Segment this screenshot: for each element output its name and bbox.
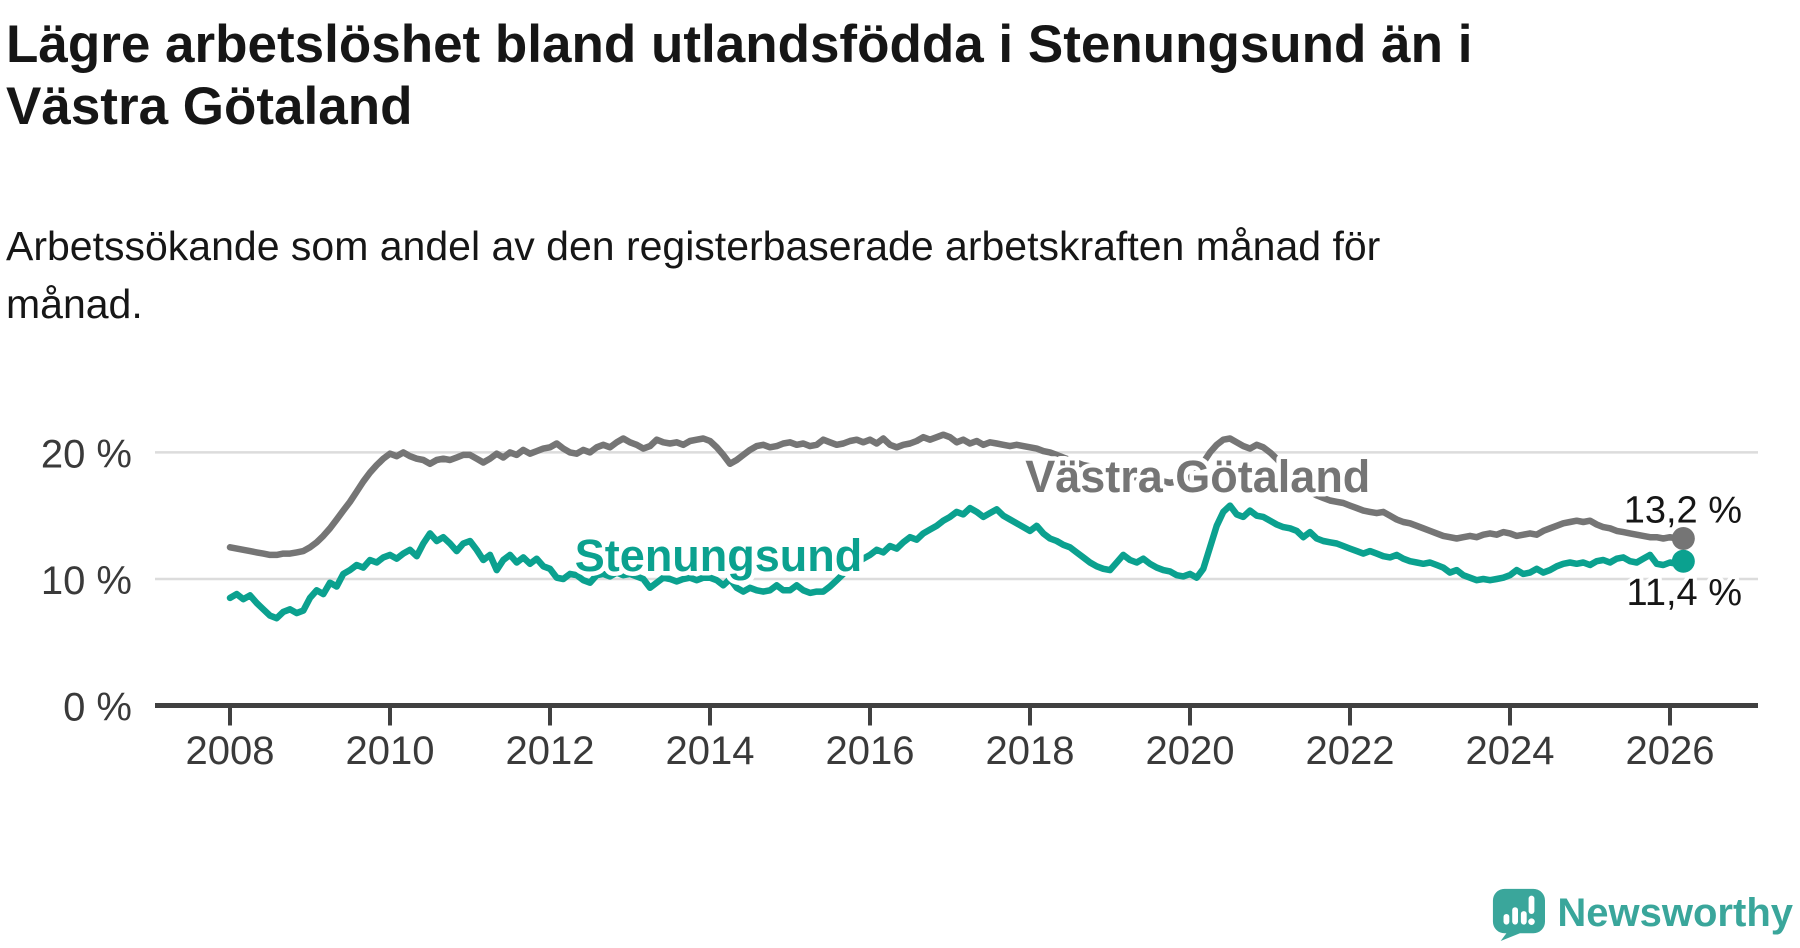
newsworthy-logo-icon bbox=[1493, 888, 1546, 941]
chart-title: Lägre arbetslöshet bland utlandsfödda i … bbox=[6, 15, 1473, 136]
series-inline-label: Stenungsund bbox=[575, 530, 862, 581]
newsworthy-logo-text: Newsworthy bbox=[1557, 890, 1793, 935]
series-end-value-label: 11,4 % bbox=[1627, 572, 1742, 614]
x-tick-label: 2024 bbox=[1466, 729, 1555, 773]
logo-bar-small bbox=[1503, 913, 1510, 925]
logo-bar-medium bbox=[1521, 911, 1528, 925]
x-tick-label: 2012 bbox=[506, 729, 595, 773]
x-tick-label: 2018 bbox=[986, 729, 1075, 773]
y-tick-label: 0 % bbox=[63, 686, 132, 730]
series-inline-label: Västra Götaland bbox=[1025, 451, 1370, 502]
y-tick-label: 10 % bbox=[41, 559, 132, 603]
x-tick-label: 2016 bbox=[826, 729, 915, 773]
y-tick-label: 20 % bbox=[41, 432, 132, 476]
newsworthy-logo: Newsworthy bbox=[1491, 885, 1793, 941]
series-line-v-stra-g-taland bbox=[226, 431, 1687, 559]
x-tick-label: 2008 bbox=[186, 729, 275, 773]
series-end-dot bbox=[1671, 549, 1695, 573]
chart-subtitle: Arbetssökande som andel av den registerb… bbox=[6, 223, 1381, 327]
logo-bar-tall bbox=[1512, 907, 1519, 925]
x-tick-label: 2022 bbox=[1306, 729, 1395, 773]
series-end-value-label: 13,2 % bbox=[1624, 489, 1742, 531]
logo-exclamation-bar bbox=[1528, 895, 1535, 914]
logo-exclamation-dot bbox=[1528, 918, 1536, 925]
x-tick-label: 2014 bbox=[666, 729, 755, 773]
x-tick-label: 2020 bbox=[1146, 729, 1235, 773]
x-tick-label: 2010 bbox=[346, 729, 435, 773]
x-tick-label: 2026 bbox=[1626, 729, 1715, 773]
series-end-dot bbox=[1671, 526, 1695, 550]
series-line-stenungsund bbox=[226, 502, 1687, 622]
